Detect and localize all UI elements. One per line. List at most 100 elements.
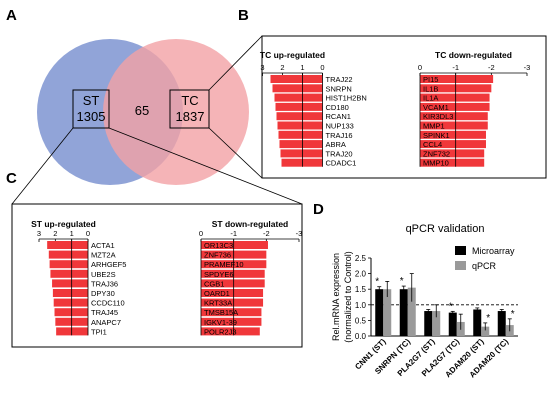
bar	[420, 102, 490, 111]
bar	[52, 289, 88, 297]
venn-tc-label: TC	[181, 93, 198, 108]
callout-line-b-bottom	[208, 127, 263, 179]
bar	[424, 311, 433, 336]
venn-tc-box	[169, 89, 210, 129]
category-label: TRAJ22	[326, 75, 353, 84]
category-label: CGB1	[204, 279, 224, 288]
category-label: SPINK1	[423, 131, 450, 140]
bar	[53, 298, 88, 307]
y-tick-label: 0.5	[355, 316, 367, 325]
st-down-chart: ST down-regulated 0 -1 -2 -3 OR13C3ZNF736PRAM…	[199, 219, 302, 336]
bar	[201, 317, 262, 326]
y-tick-label: 2.0	[355, 270, 367, 279]
category-label: NUP133	[326, 122, 354, 131]
category-label: POLR2J3	[204, 327, 237, 336]
callout-line-c-right	[108, 127, 303, 205]
category-label: MMP10	[423, 159, 449, 168]
bar	[201, 308, 262, 317]
y-tick-label: 1.5	[355, 285, 367, 294]
category-label: IL1A	[423, 94, 438, 103]
category-label: IL1B	[423, 84, 438, 93]
category-label: PI15	[423, 75, 438, 84]
category-label: TRAJ20	[326, 149, 353, 158]
bar	[277, 121, 323, 130]
x-tick-label: -3	[524, 63, 531, 72]
category-label: KRT33A	[204, 299, 232, 308]
qpcr-validation-chart: qPCR validation Rel.mRNA expression (norma…	[331, 223, 518, 380]
category-label: MZT2A	[91, 251, 116, 260]
x-tick-label: 1	[300, 63, 304, 72]
y-tick-label: 2.5	[355, 254, 367, 263]
bar	[407, 287, 416, 336]
bar	[278, 130, 323, 139]
category-label: ANAPC7	[91, 318, 121, 327]
legend-label: qPCR	[472, 261, 497, 271]
bar	[201, 269, 265, 278]
bar	[383, 289, 392, 336]
panel-letter-b: B	[238, 7, 249, 24]
x-tick-label: -2	[488, 63, 495, 72]
category-label: OARD1	[204, 289, 230, 298]
bar	[274, 93, 323, 102]
bar	[481, 326, 490, 336]
y-axis-label: Rel.mRNA expression	[331, 253, 341, 341]
significance-marker: *	[375, 277, 379, 288]
venn-st-label: ST	[83, 93, 100, 108]
chart-title: TC down-regulated	[435, 50, 512, 60]
category-label: CCDC110	[91, 299, 125, 308]
category-label: PRAMEF10	[204, 260, 244, 269]
bar	[448, 312, 457, 336]
venn-tc-circle	[103, 39, 249, 185]
category-label: ZNF732	[423, 149, 450, 158]
bar	[201, 289, 264, 297]
bar	[201, 298, 264, 307]
bar	[420, 140, 486, 149]
bar	[420, 93, 490, 102]
venn-st-count: 1305	[77, 109, 106, 124]
legend-label: Microarray	[472, 246, 515, 256]
legend-swatch	[455, 261, 466, 270]
bar	[432, 311, 441, 336]
x-tick-label: -1	[452, 63, 459, 72]
significance-marker: *	[486, 313, 490, 324]
category-label: ZNF736	[204, 251, 231, 260]
x-tick-label: 2	[53, 229, 57, 238]
bar	[281, 158, 323, 167]
category-label: TRAJ45	[91, 308, 118, 317]
category-label: ACTA1	[91, 241, 115, 250]
significance-marker: *	[400, 276, 404, 287]
legend-swatch	[455, 246, 466, 255]
category-label: DPY30	[91, 289, 115, 298]
x-tick-label: 0	[418, 63, 422, 72]
category-label: VCAM1	[423, 103, 449, 112]
callout-line-b-top	[208, 35, 263, 91]
category-label: MMP1	[423, 122, 445, 131]
chart-title: qPCR validation	[406, 223, 485, 235]
bar	[399, 289, 408, 336]
panel-letter-c: C	[6, 170, 17, 187]
category-label: SNRPN	[326, 84, 352, 93]
category-label: KIR3DL3	[423, 112, 453, 121]
chart-title: ST up-regulated	[31, 219, 96, 229]
venn-tc-count: 1837	[176, 109, 205, 124]
bar	[420, 149, 485, 158]
category-label: TPI1	[91, 327, 107, 336]
bar	[47, 241, 88, 249]
bar	[375, 289, 384, 336]
category-label: TRAJ36	[91, 279, 118, 288]
category-label: TRAJ16	[326, 131, 353, 140]
category-label: CCL4	[423, 140, 442, 149]
significance-marker: *	[511, 309, 515, 320]
bar	[48, 250, 88, 259]
x-tick-label: -2	[263, 229, 270, 238]
bar	[56, 327, 88, 336]
x-tick-label: -3	[296, 229, 303, 238]
bar	[270, 75, 323, 83]
chart-title: TC up-regulated	[260, 50, 325, 60]
bar	[276, 112, 323, 121]
venn-diagram: ST 1305 TC 1837 65	[11, 35, 303, 205]
x-tick-label: 0	[320, 63, 324, 72]
category-label: ABRA	[326, 140, 346, 149]
